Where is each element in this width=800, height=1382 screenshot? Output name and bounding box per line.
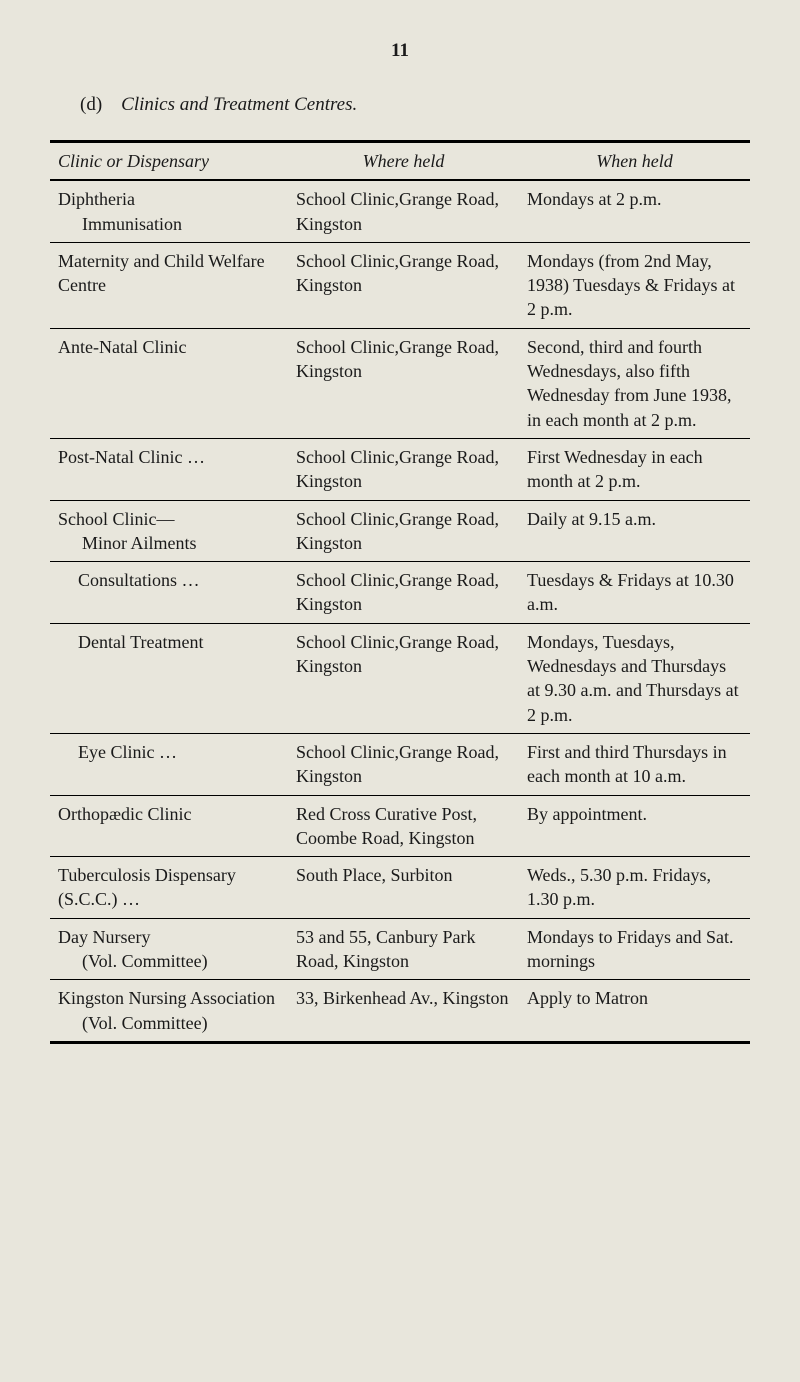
clinic-subname: (Vol. Committee) [58, 1011, 280, 1035]
clinic-name: Diphtheria [58, 189, 135, 209]
table-row: Ante-Natal Clinic School Clinic,Grange Ro… [50, 328, 750, 438]
cell-where: School Clinic,Grange Road, Kingston [288, 623, 519, 733]
cell-when: By appointment. [519, 795, 750, 857]
section-title: (d) Clinics and Treatment Centres. [50, 94, 750, 116]
table-row: Day Nursery(Vol. Committee)53 and 55, Ca… [50, 918, 750, 980]
cell-when: Mondays to Fridays and Sat. mornings [519, 918, 750, 980]
table-row: Orthopædic Clinic Red Cross Curative Post… [50, 795, 750, 857]
clinic-name: Maternity and Child Welfare Centre [58, 251, 265, 295]
cell-where: 33, Birkenhead Av., Kingston [288, 980, 519, 1043]
cell-clinic: Post-Natal Clinic … [50, 438, 288, 500]
cell-where: School Clinic,Grange Road, Kingston [288, 242, 519, 328]
section-title-text: Clinics and Treatment Centres. [121, 94, 357, 115]
table-row: Maternity and Child Welfare Centre School… [50, 242, 750, 328]
cell-when: Second, third and fourth Wednesdays, als… [519, 328, 750, 438]
cell-when: First and third Thursdays in each month … [519, 733, 750, 795]
clinic-name: School Clinic— [58, 509, 175, 529]
cell-when: Mondays (from 2nd May, 1938) Tuesdays & … [519, 242, 750, 328]
table-row: Post-Natal Clinic … School Clinic,Grange … [50, 438, 750, 500]
column-header-clinic: Clinic or Dispensary [50, 142, 288, 181]
cell-where: School Clinic,Grange Road, Kingston [288, 328, 519, 438]
clinic-name: Day Nursery [58, 927, 150, 947]
table-row: Tuberculosis Dispen­sary (S.C.C.) … South… [50, 857, 750, 919]
cell-when: Mondays at 2 p.m. [519, 180, 750, 242]
page-number: 11 [50, 40, 750, 62]
cell-where: School Clinic,Grange Road, Kingston [288, 180, 519, 242]
cell-where: School Clinic,Grange Road, Kingston [288, 500, 519, 562]
table-row: School Clinic—Minor AilmentsSchool Clini… [50, 500, 750, 562]
cell-when: Weds., 5.30 p.m. Fridays, 1.30 p.m. [519, 857, 750, 919]
clinic-name: Post-Natal Clinic … [58, 447, 205, 467]
clinic-subname: Eye Clinic … [78, 742, 177, 762]
table-row: Diphtheria Immunisation School Clinic,Gran… [50, 180, 750, 242]
cell-clinic: Diphtheria Immunisation [50, 180, 288, 242]
column-header-where: Where held [288, 142, 519, 181]
table-header-row: Clinic or Dispensary Where held When hel… [50, 142, 750, 181]
cell-clinic: Tuberculosis Dispen­sary (S.C.C.) … [50, 857, 288, 919]
cell-where: School Clinic,Grange Road, Kingston [288, 733, 519, 795]
table-row: Kingston Nursing Association (Vol. Commit… [50, 980, 750, 1043]
cell-clinic: Orthopædic Clinic [50, 795, 288, 857]
clinic-subname: (Vol. Committee) [58, 949, 280, 973]
cell-where: Red Cross Curative Post, Coombe Road, Ki… [288, 795, 519, 857]
clinic-subname: Minor Ailments [58, 531, 280, 555]
cell-clinic: Consultations … [50, 562, 288, 624]
clinic-name: Tuberculosis Dispen­sary (S.C.C.) … [58, 865, 236, 909]
clinic-name: Ante-Natal Clinic [58, 337, 186, 357]
clinic-name: Orthopædic Clinic [58, 804, 192, 824]
clinic-subname: Consultations … [78, 570, 200, 590]
table-body: Diphtheria Immunisation School Clinic,Gran… [50, 180, 750, 1042]
table-row: Eye Clinic … School Clinic,Grange Road, K… [50, 733, 750, 795]
clinic-name: Kingston Nursing Association [58, 988, 275, 1008]
cell-where: 53 and 55, Canbury Park Road, Kingston [288, 918, 519, 980]
cell-clinic: Kingston Nursing Association (Vol. Commit… [50, 980, 288, 1043]
cell-clinic: School Clinic—Minor Ailments [50, 500, 288, 562]
cell-clinic: Eye Clinic … [50, 733, 288, 795]
cell-when: Daily at 9.15 a.m. [519, 500, 750, 562]
clinic-subname: Dental Treatment [78, 632, 203, 652]
cell-where: School Clinic,Grange Road, Kingston [288, 438, 519, 500]
cell-where: School Clinic,Grange Road, Kingston [288, 562, 519, 624]
cell-when: First Wednesday in each month at 2 p.m. [519, 438, 750, 500]
cell-when: Apply to Matron [519, 980, 750, 1043]
cell-when: Mondays, Tuesdays, Wednesdays and Thursd… [519, 623, 750, 733]
column-header-when: When held [519, 142, 750, 181]
cell-clinic: Ante-Natal Clinic [50, 328, 288, 438]
cell-clinic: Maternity and Child Welfare Centre [50, 242, 288, 328]
clinic-subname: Immunisation [58, 212, 280, 236]
table-row: Dental Treatment School Clinic,Grange Roa… [50, 623, 750, 733]
cell-when: Tuesdays & Fridays at 10.30 a.m. [519, 562, 750, 624]
cell-clinic: Dental Treatment [50, 623, 288, 733]
table-row: Consultations … School Clinic,Grange Road… [50, 562, 750, 624]
clinics-table: Clinic or Dispensary Where held When hel… [50, 140, 750, 1044]
cell-where: South Place, Surbiton [288, 857, 519, 919]
section-letter: (d) [80, 94, 102, 115]
cell-clinic: Day Nursery(Vol. Committee) [50, 918, 288, 980]
